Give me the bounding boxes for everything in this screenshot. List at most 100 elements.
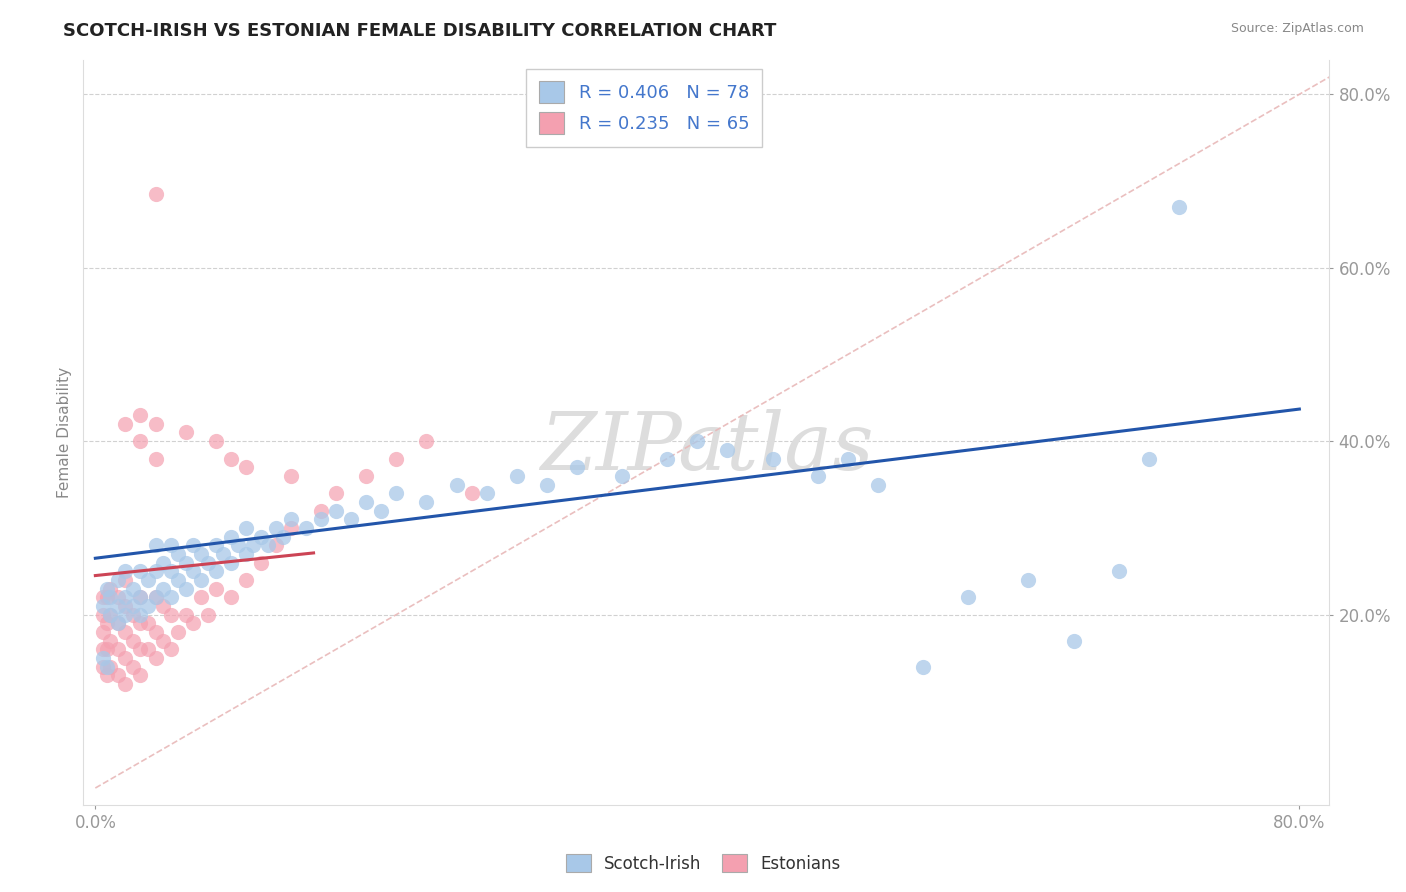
Point: [235, 460, 257, 475]
Point: [159, 564, 181, 578]
Point: [129, 616, 152, 631]
Point: [912, 659, 935, 673]
Point: [340, 512, 363, 526]
Point: [159, 642, 181, 657]
Point: [610, 468, 633, 483]
Point: [100, 659, 122, 673]
Point: [181, 564, 204, 578]
Point: [96, 616, 118, 631]
Point: [91, 591, 114, 605]
Point: [280, 521, 302, 535]
Point: [136, 573, 159, 587]
Point: [114, 651, 136, 665]
Point: [122, 582, 145, 596]
Point: [114, 573, 136, 587]
Point: [129, 642, 152, 657]
Text: ZIPatlas: ZIPatlas: [540, 409, 873, 486]
Point: [129, 564, 152, 578]
Point: [1108, 564, 1130, 578]
Point: [174, 607, 197, 622]
Point: [96, 642, 118, 657]
Point: [204, 582, 226, 596]
Point: [96, 591, 118, 605]
Point: [145, 624, 167, 639]
Point: [167, 573, 190, 587]
Point: [152, 582, 174, 596]
Point: [1017, 573, 1039, 587]
Point: [129, 668, 152, 682]
Point: [866, 477, 889, 491]
Point: [235, 521, 257, 535]
Point: [100, 607, 122, 622]
Point: [1168, 200, 1191, 214]
Point: [122, 633, 145, 648]
Point: [190, 573, 212, 587]
Point: [145, 591, 167, 605]
Point: [114, 599, 136, 613]
Point: [107, 591, 129, 605]
Point: [114, 607, 136, 622]
Point: [325, 503, 347, 517]
Point: [807, 468, 830, 483]
Point: [174, 582, 197, 596]
Point: [280, 512, 302, 526]
Point: [107, 642, 129, 657]
Point: [145, 591, 167, 605]
Point: [129, 408, 152, 422]
Point: [280, 468, 302, 483]
Point: [91, 651, 114, 665]
Point: [181, 538, 204, 552]
Point: [100, 607, 122, 622]
Point: [295, 521, 318, 535]
Point: [837, 451, 859, 466]
Point: [136, 599, 159, 613]
Point: [145, 451, 167, 466]
Legend: Scotch-Irish, Estonians: Scotch-Irish, Estonians: [560, 847, 846, 880]
Point: [96, 582, 118, 596]
Point: [152, 633, 174, 648]
Point: [96, 659, 118, 673]
Point: [370, 503, 392, 517]
Point: [174, 425, 197, 440]
Point: [159, 538, 181, 552]
Point: [415, 495, 437, 509]
Point: [145, 417, 167, 431]
Point: [264, 521, 287, 535]
Point: [1137, 451, 1160, 466]
Point: [385, 486, 408, 500]
Point: [565, 460, 588, 475]
Point: [107, 573, 129, 587]
Point: [204, 538, 226, 552]
Point: [273, 530, 295, 544]
Point: [114, 624, 136, 639]
Point: [762, 451, 785, 466]
Point: [235, 573, 257, 587]
Point: [250, 556, 273, 570]
Point: [415, 434, 437, 449]
Point: [385, 451, 408, 466]
Point: [226, 538, 249, 552]
Point: [91, 607, 114, 622]
Point: [686, 434, 709, 449]
Point: [197, 607, 219, 622]
Point: [159, 607, 181, 622]
Legend: R = 0.406   N = 78, R = 0.235   N = 65: R = 0.406 N = 78, R = 0.235 N = 65: [526, 69, 762, 147]
Point: [129, 591, 152, 605]
Point: [167, 624, 190, 639]
Point: [100, 591, 122, 605]
Point: [204, 564, 226, 578]
Point: [219, 451, 242, 466]
Point: [250, 530, 273, 544]
Point: [152, 599, 174, 613]
Point: [716, 442, 738, 457]
Point: [100, 633, 122, 648]
Point: [242, 538, 264, 552]
Point: [354, 495, 377, 509]
Point: [145, 564, 167, 578]
Point: [181, 616, 204, 631]
Point: [129, 607, 152, 622]
Point: [446, 477, 468, 491]
Point: [235, 547, 257, 561]
Point: [129, 434, 152, 449]
Point: [219, 530, 242, 544]
